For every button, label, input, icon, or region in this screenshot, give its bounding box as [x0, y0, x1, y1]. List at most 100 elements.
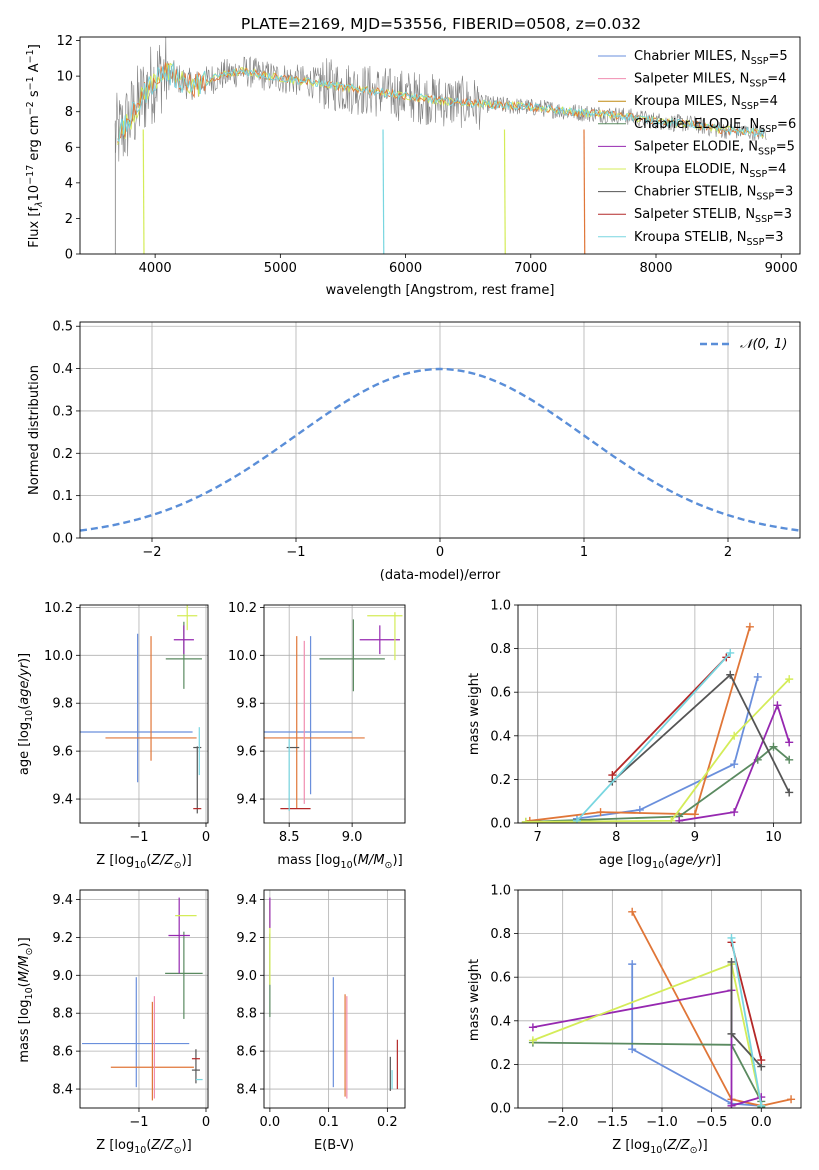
x-tick-label: 0 — [436, 545, 444, 560]
x-tick-label: 4000 — [139, 261, 172, 276]
x-tick-label: −0.5 — [696, 1115, 728, 1130]
weight-marker — [727, 933, 736, 942]
x-axis-label: wavelength [Angstrom, rest frame] — [326, 283, 555, 298]
label-part: 10 — [134, 1145, 146, 1156]
residual-histogram-panel: −2 −1 0 1 2 0.0 0.1 0.2 0.3 0.4 0.5 (data-model)/er… — [27, 320, 801, 583]
x-tick-label: 8.5 — [279, 830, 300, 845]
label-part: Flux [f — [27, 207, 42, 248]
label-part: M/M — [358, 853, 385, 868]
y-tick-label: 0.0 — [52, 532, 73, 547]
label-part: 10 — [24, 987, 35, 999]
weight-marker — [727, 957, 736, 966]
label-part: s — [27, 90, 42, 101]
label-part: 10 — [24, 710, 35, 722]
label-part: )] — [182, 1138, 192, 1153]
y-tick-label: 0.0 — [490, 817, 511, 832]
label-part: age [log — [17, 722, 32, 775]
y-tick-label: 10.2 — [44, 601, 73, 616]
x-axis-label: Z [log10(Z/Z⊙)] — [612, 1138, 707, 1156]
x-tick-label: 9 — [691, 830, 699, 845]
x-tick-label: 0.1 — [318, 1115, 339, 1130]
label-part: ⊙ — [690, 1145, 698, 1156]
label-part: SSP — [755, 214, 773, 225]
y-tick-label: 9.8 — [52, 697, 73, 712]
weight-marker — [769, 742, 778, 751]
weight-series-line — [730, 937, 763, 1106]
x-tick-label: 7 — [534, 830, 542, 845]
weight-marker — [628, 907, 637, 916]
label-part: SSP — [741, 101, 759, 112]
label-part: age/yr — [17, 661, 32, 704]
weight-series-line — [576, 676, 759, 820]
label-part: Kroupa ELODIE, N — [634, 162, 749, 177]
label-part: −1 — [25, 76, 36, 90]
label-part: =3 — [764, 230, 783, 245]
weight-marker — [596, 808, 605, 817]
weight-series-line — [529, 626, 751, 822]
y-tick-label: 9.0 — [52, 969, 73, 984]
label-part: ( — [146, 1138, 151, 1153]
label-part: ⊙ — [174, 1145, 182, 1156]
y-tick-label: 10 — [56, 70, 73, 85]
y-tick-label: 6 — [65, 141, 73, 156]
label-part: ⊙ — [174, 860, 182, 871]
x-tick-label: 0.0 — [751, 1115, 772, 1130]
weight-marker — [608, 771, 617, 780]
x-tick-label: 7000 — [514, 261, 547, 276]
legend-entry: Chabrier ELODIE, NSSP=6 — [634, 117, 796, 135]
plot-area — [528, 907, 796, 1108]
y-tick-label: 10.0 — [44, 649, 73, 664]
masked-line — [503, 129, 506, 254]
label-part: =6 — [777, 117, 796, 132]
y-tick-label: 9.2 — [236, 931, 257, 946]
y-axis-label: mass weight — [467, 673, 482, 755]
y-tick-label: 8.6 — [52, 1045, 73, 1060]
y-tick-label: 2 — [65, 212, 73, 227]
x-tick-label: 9000 — [765, 261, 798, 276]
weight-marker — [572, 816, 581, 823]
weight-marker — [690, 810, 699, 819]
legend-entry: Salpeter ELODIE, NSSP=5 — [634, 139, 795, 157]
weight-marker — [528, 1036, 537, 1045]
label-part: ⊙ — [24, 948, 35, 956]
y-axis-label: mass [log10(M/M⊙)] — [17, 937, 35, 1062]
mass-weight-vs-metallicity-panel: −2.0 −1.5 −1.0 −0.5 0.0 0.0 0.2 0.4 0.6 0.8 1.0 Z [… — [467, 884, 802, 1156]
legend-entry: Kroupa STELIB, NSSP=3 — [634, 230, 784, 248]
x-tick-label: 5000 — [264, 261, 297, 276]
x-axis-label: Z [log10(Z/Z⊙)] — [96, 1138, 191, 1156]
label-part: SSP — [749, 169, 767, 180]
axes-frame — [263, 889, 406, 1109]
label-part: Chabrier MILES, N — [634, 49, 751, 64]
label-part: Z/Z — [150, 1138, 174, 1153]
weight-marker — [730, 731, 739, 740]
label-part: Salpeter STELIB, N — [634, 207, 755, 222]
x-axis-label: (data-model)/error — [380, 568, 501, 583]
y-tick-label: 10.2 — [228, 601, 257, 616]
weight-marker — [785, 788, 794, 797]
weight-marker — [628, 960, 637, 969]
y-tick-label: 8.8 — [236, 1007, 257, 1022]
y-tick-label: 1.0 — [490, 884, 511, 899]
label-part: −1 — [25, 49, 36, 63]
label-part: erg cm — [27, 115, 42, 164]
weight-marker — [667, 816, 676, 823]
masked-line — [382, 129, 385, 254]
label-part: SSP — [747, 237, 765, 248]
legend-entry: Kroupa ELODIE, NSSP=4 — [634, 162, 786, 180]
label-part: ( — [353, 853, 358, 868]
y-tick-label: 9.4 — [52, 893, 73, 908]
x-tick-label: −1.5 — [597, 1115, 629, 1130]
weight-series-line — [730, 961, 762, 1068]
label-part: =3 — [774, 185, 793, 200]
legend-entry: Chabrier MILES, NSSP=5 — [634, 49, 788, 67]
y-tick-label: 9.0 — [236, 969, 257, 984]
label-part: ⊙ — [385, 860, 393, 871]
label-part: =4 — [767, 72, 786, 87]
age-vs-mass-panel: 8.5 9.0 9.4 9.6 9.8 10.0 10.2 mass [log10(M/M⊙)… — [228, 601, 406, 871]
label-part: SSP — [751, 56, 769, 67]
weight-marker — [753, 672, 762, 681]
weight-marker — [745, 622, 754, 631]
x-tick-label: 10 — [765, 830, 782, 845]
x-tick-label: −2.0 — [547, 1115, 579, 1130]
